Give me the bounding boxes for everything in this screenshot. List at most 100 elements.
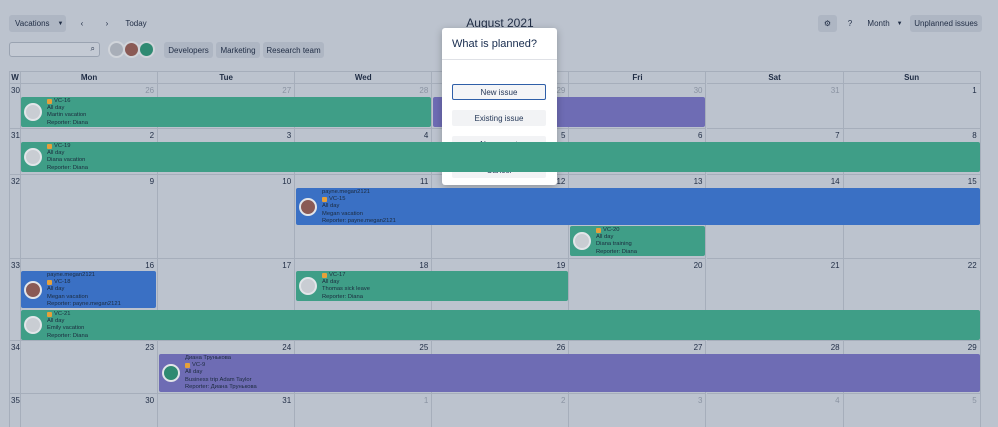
day-number: 6: [698, 131, 703, 140]
event-key: VC-15: [329, 196, 346, 203]
day-cell[interactable]: 2: [432, 394, 570, 427]
event[interactable]: VC-21 All day Emily vacation Reporter: Dian…: [21, 310, 980, 340]
day-number: 14: [830, 177, 840, 186]
day-number: 3: [286, 131, 292, 140]
event[interactable]: payne.megan2121 VC-15 All day Megan vacatio…: [296, 188, 980, 225]
chevron: ▼: [896, 20, 903, 27]
search-icon: ⌕: [90, 44, 95, 53]
week-cell: 31: [10, 129, 21, 175]
help[interactable]: ?: [847, 19, 853, 28]
week-number: 31: [11, 131, 20, 140]
day-number: 9: [149, 177, 155, 186]
day-cell[interactable]: 28: [295, 84, 433, 129]
view-dropdown[interactable]: Vacations ▼: [9, 15, 66, 32]
event[interactable]: VC-20 All day Diana training Reporter: Dian…: [570, 226, 705, 256]
event-summary: Diana training: [596, 241, 632, 248]
next[interactable]: ›: [105, 19, 109, 28]
modal-button[interactable]: Existing issue: [452, 110, 546, 126]
filter-button[interactable]: Marketing: [216, 42, 260, 58]
event-key-line: VC-21: [47, 311, 88, 318]
day-cell[interactable]: 20: [569, 259, 707, 341]
issue-icon: [47, 144, 52, 150]
day-cell[interactable]: 1: [295, 394, 433, 427]
day-cell[interactable]: 4: [707, 394, 844, 427]
modal-button[interactable]: New issue: [452, 84, 546, 100]
day-cell[interactable]: 17: [158, 259, 296, 341]
day-cell[interactable]: 9: [21, 175, 159, 259]
issue-icon: [185, 363, 190, 369]
issue-icon: [596, 228, 601, 234]
day-cell[interactable]: 5: [844, 394, 981, 427]
event[interactable]: VC-16 All day Martin vacation Reporter: Dia…: [21, 97, 431, 127]
prev[interactable]: ‹: [80, 19, 84, 28]
issue-icon: [322, 197, 327, 203]
day-number: 26: [145, 86, 155, 95]
filter-button[interactable]: Developers: [164, 42, 213, 58]
week-header: W: [10, 72, 21, 84]
day-cell[interactable]: 21: [706, 259, 844, 341]
filter-button[interactable]: Research team: [263, 42, 324, 58]
day-number: 18: [419, 261, 429, 270]
event-key-line: VC-19: [47, 143, 88, 150]
unplanned-button[interactable]: Unplanned issues: [910, 15, 982, 32]
modal-title: What is planned?: [452, 38, 537, 50]
day-number: 13: [693, 177, 703, 186]
event-key: VC-16: [54, 98, 71, 104]
day-number: 31: [830, 86, 840, 95]
mode-dropdown[interactable]: Month ▼: [862, 15, 908, 32]
event-summary: Thomas sick leave: [322, 286, 371, 293]
day-cell[interactable]: 19: [432, 259, 570, 341]
event-reporter: Reporter: Диана Трунькова: [185, 383, 257, 390]
day-number: 24: [282, 343, 292, 352]
event-time: All day: [47, 286, 65, 293]
day-cell[interactable]: 22: [843, 259, 981, 341]
event-text: Диана Трунькова VC-9 All day Business trip …: [185, 355, 257, 391]
weekday-header: Mon: [21, 72, 159, 84]
event-key-line: VC-17: [322, 272, 370, 279]
event-time: All day: [185, 369, 203, 376]
settings[interactable]: ⚙: [818, 15, 837, 32]
avatar: [24, 148, 42, 166]
event[interactable]: Диана Трунькова VC-9 All day Business trip …: [159, 354, 980, 392]
day-cell[interactable]: 31: [706, 84, 844, 129]
event-text: payne.megan2121 VC-18 All day Megan vacatio…: [47, 272, 121, 308]
day-cell[interactable]: 23: [21, 341, 159, 394]
week-cell: 30: [10, 84, 21, 129]
week-cell: 32: [10, 175, 21, 259]
event-reporter: Reporter: payne.megan2121: [322, 217, 396, 224]
day-cell[interactable]: 8: [843, 129, 981, 175]
event[interactable]: VC-19 All day Diana vacation Reporter: Dian…: [21, 142, 980, 172]
event[interactable]: VC-17 All day Thomas sick leave Reporter: D…: [296, 271, 568, 301]
event-key: VC-17: [329, 272, 346, 278]
day-cell[interactable]: 3: [569, 394, 707, 427]
day-cell[interactable]: 30: [569, 84, 707, 129]
event-time: All day: [596, 234, 614, 241]
day-cell[interactable]: 29: [843, 341, 981, 394]
avatar[interactable]: [138, 41, 155, 58]
day-number: 12: [556, 177, 566, 186]
event-key: VC-19: [54, 143, 71, 149]
day-cell[interactable]: 1: [843, 84, 981, 129]
divider: [442, 59, 557, 60]
day-number: 1: [423, 396, 429, 405]
search-input[interactable]: ⌕: [9, 42, 100, 57]
event-time: All day: [47, 318, 65, 325]
event-reporter: Reporter: Diana: [47, 119, 88, 126]
event-reporter: Reporter: Diana: [596, 248, 637, 255]
event-key-line: VC-18: [47, 279, 121, 286]
today-button[interactable]: Today: [125, 19, 147, 28]
day-cell[interactable]: 16: [21, 259, 159, 341]
event-summary: Martin vacation: [47, 112, 87, 119]
day-cell[interactable]: 31: [158, 394, 296, 427]
event[interactable]: payne.megan2121 VC-18 All day Megan vacatio…: [21, 271, 156, 308]
day-number: 25: [419, 343, 429, 352]
issue-icon: [47, 280, 52, 286]
event-text: VC-17 All day Thomas sick leave Reporter: D…: [322, 272, 370, 301]
day-cell[interactable]: 30: [21, 394, 159, 427]
event-summary: Megan vacation: [47, 293, 88, 300]
day-cell[interactable]: 15: [843, 175, 981, 259]
day-number: 16: [145, 261, 155, 270]
week-number: 35: [11, 396, 20, 405]
issue-icon: [47, 312, 52, 318]
day-cell[interactable]: 10: [158, 175, 296, 259]
